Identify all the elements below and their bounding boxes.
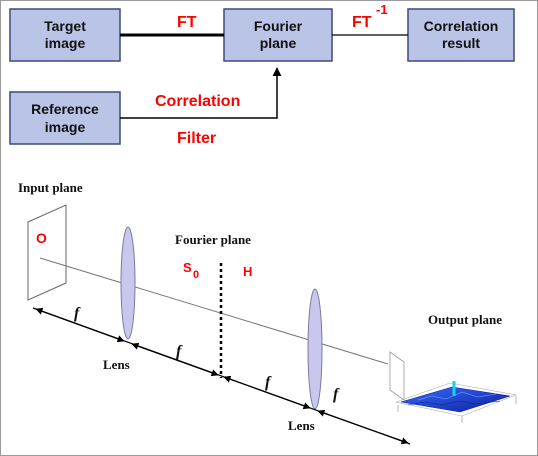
correlation-box-line1: Correlation (424, 18, 499, 34)
reference-box-line1: Reference (31, 101, 99, 117)
spectrum-subscript: 0 (193, 269, 199, 281)
fourier-box-line1: Fourier (254, 18, 303, 34)
ft-label: FT (177, 14, 197, 31)
target-box-line1: Target (44, 18, 86, 34)
lens-1-label: Lens (103, 357, 130, 372)
output-plane-label: Output plane (428, 312, 502, 327)
input-plane-label: Input plane (18, 180, 83, 195)
object-symbol: O (36, 230, 47, 246)
fourier-plane-box: Fourier plane (223, 8, 333, 62)
optical-axis (39, 257, 389, 365)
reference-box-line2: image (45, 119, 86, 135)
correlation-result-box: Correlation result (407, 8, 515, 62)
focal-label-1: f (74, 305, 81, 322)
reference-image-box: Reference image (9, 91, 121, 145)
focal-label-3: f (265, 374, 272, 391)
ift-superscript: -1 (376, 2, 388, 17)
output-plane-edge (389, 351, 405, 401)
focal-span-4 (317, 409, 409, 445)
correlation-box-line2: result (442, 35, 480, 51)
fourier-box-line2: plane (260, 35, 297, 51)
focal-label-2: f (176, 343, 183, 360)
lens-2 (307, 288, 323, 410)
focal-span-3 (223, 375, 311, 410)
focal-span-1 (35, 307, 125, 343)
filter-arrow (120, 67, 282, 119)
fourier-plane-label: Fourier plane (175, 232, 251, 247)
filter-symbol: H (243, 264, 252, 279)
correlation-surface (394, 381, 518, 423)
input-plane (27, 204, 67, 301)
focal-span-2 (131, 342, 219, 377)
spectrum-symbol: S (183, 260, 192, 275)
focal-label-4: f (333, 386, 340, 403)
lens-2-label: Lens (288, 418, 315, 433)
correlation-filter-line1: Correlation (155, 93, 240, 110)
lens-1 (120, 226, 136, 340)
correlation-filter-line2: Filter (177, 130, 216, 147)
ift-label: FT (352, 14, 372, 31)
target-box-line2: image (45, 35, 86, 51)
target-image-box: Target image (9, 8, 121, 62)
